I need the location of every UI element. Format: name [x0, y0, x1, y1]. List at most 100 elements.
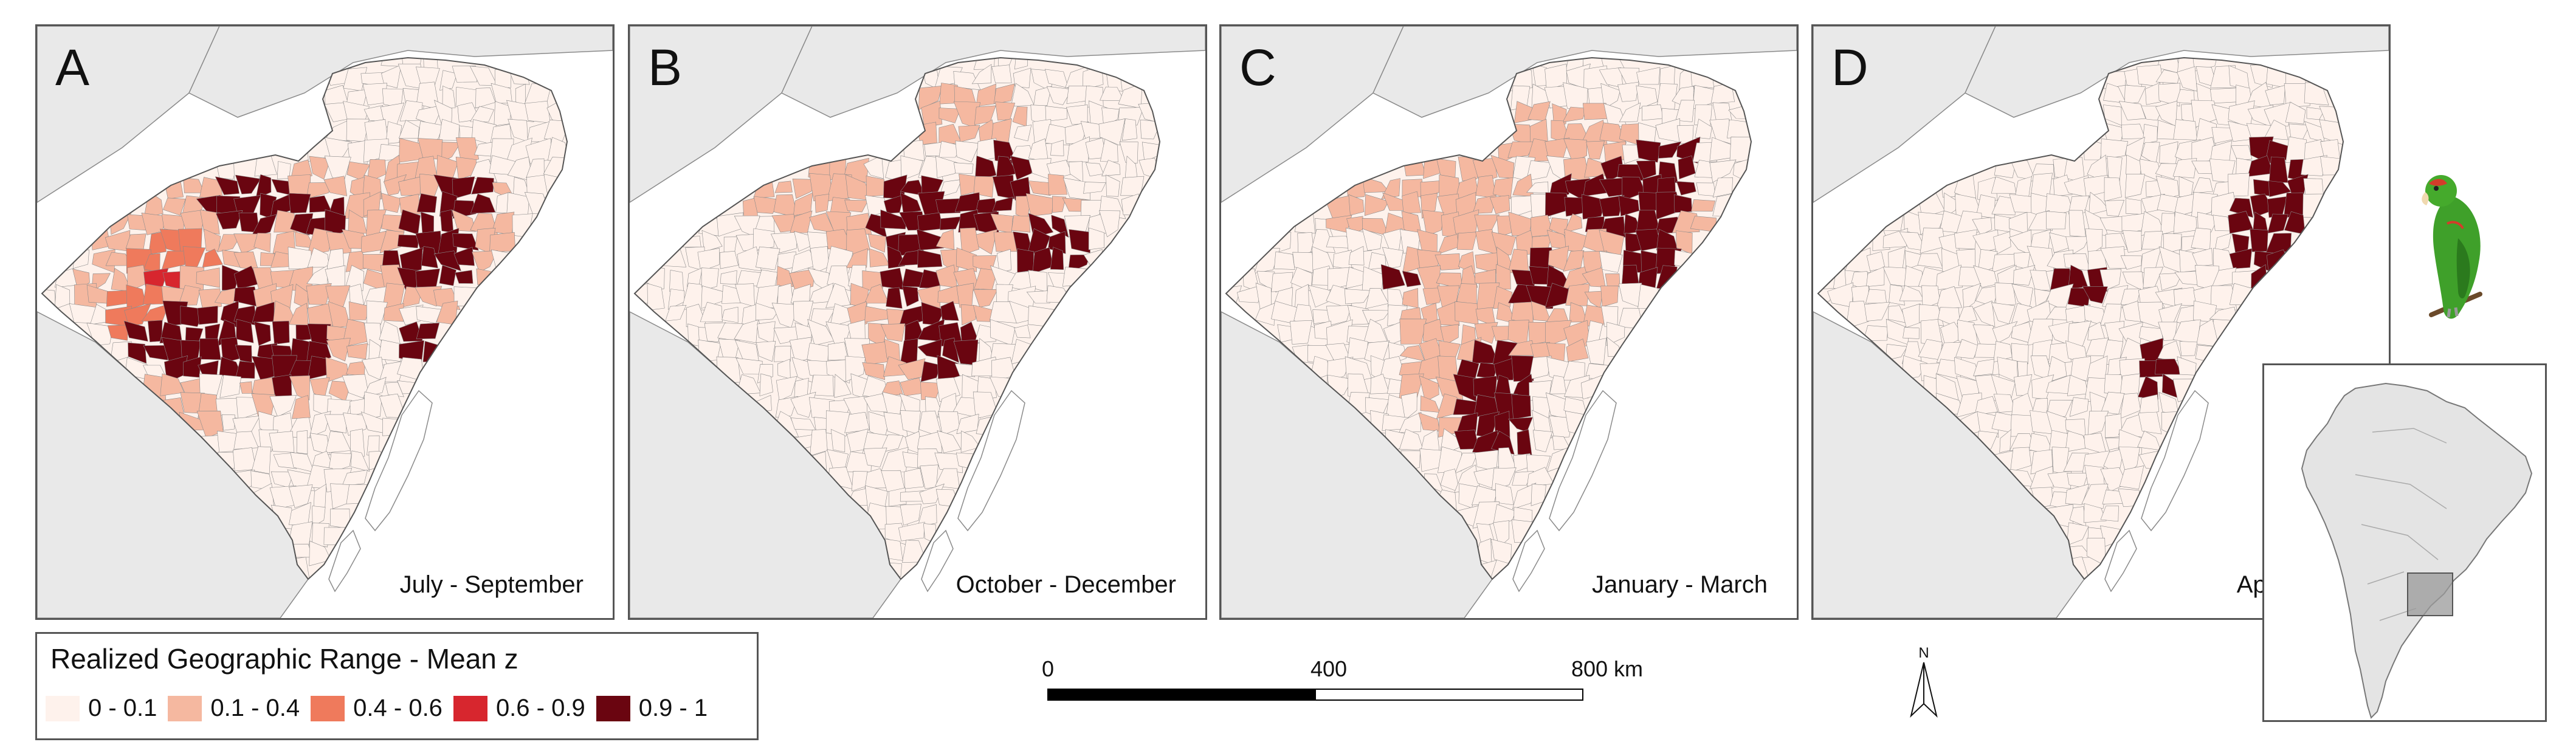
municipality	[2104, 199, 2125, 217]
municipality	[2264, 119, 2288, 140]
municipality	[1052, 196, 1067, 213]
municipality	[439, 70, 458, 91]
municipality	[1605, 273, 1620, 287]
municipality	[1119, 141, 1138, 164]
inset-locator-map	[2262, 363, 2547, 722]
municipality	[1472, 194, 1496, 214]
legend-swatch	[596, 695, 630, 721]
municipality	[1011, 215, 1031, 233]
municipality	[1709, 159, 1737, 183]
municipality	[1994, 283, 2016, 306]
municipality	[1606, 321, 1625, 346]
municipalities	[635, 58, 1160, 579]
north-arrow-icon: N	[1910, 645, 1938, 718]
municipality	[2192, 177, 2213, 194]
municipality	[701, 267, 719, 292]
municipality	[2082, 286, 2108, 304]
municipality	[880, 209, 907, 230]
municipality	[992, 174, 1014, 199]
municipality	[107, 325, 129, 341]
municipality	[470, 159, 498, 182]
municipality	[934, 452, 963, 473]
municipality	[1586, 140, 1605, 160]
municipality	[773, 345, 791, 362]
municipality	[2264, 101, 2292, 128]
municipality	[777, 283, 794, 308]
municipality	[196, 410, 224, 439]
municipality	[2064, 175, 2090, 198]
municipality	[273, 452, 297, 469]
municipality	[202, 249, 223, 268]
neighbor-territory	[188, 26, 613, 118]
municipality	[1014, 58, 1028, 70]
municipality	[1532, 430, 1553, 453]
municipality	[2265, 84, 2285, 106]
municipality	[1992, 321, 2018, 344]
municipality	[1936, 286, 1963, 309]
municipality	[935, 156, 962, 178]
municipality	[292, 395, 311, 419]
scale-tick-label: 400	[1310, 656, 1348, 681]
map-d	[1813, 26, 2389, 618]
municipality	[289, 375, 311, 400]
municipality	[974, 155, 997, 180]
municipality	[647, 283, 665, 311]
municipality	[845, 248, 868, 269]
municipality	[1083, 182, 1106, 194]
municipality	[940, 216, 962, 230]
municipality	[2231, 145, 2253, 161]
municipality	[309, 433, 331, 455]
municipality	[1511, 355, 1534, 382]
municipality	[1636, 67, 1661, 85]
municipality	[1636, 85, 1658, 109]
municipality	[235, 174, 261, 194]
municipality	[1453, 374, 1478, 402]
lagoon	[921, 529, 954, 593]
municipality	[219, 374, 241, 398]
municipality	[2142, 124, 2158, 145]
municipality	[398, 176, 422, 196]
municipality	[776, 376, 797, 402]
municipality	[917, 212, 943, 232]
municipality	[973, 289, 998, 308]
municipality	[1512, 470, 1534, 486]
municipality	[346, 343, 368, 360]
municipality	[917, 430, 942, 453]
municipality	[2285, 101, 2306, 125]
municipality	[1400, 392, 1417, 421]
municipality	[455, 137, 480, 163]
municipality	[183, 356, 202, 378]
municipality	[902, 286, 919, 307]
state-outline	[41, 57, 568, 580]
municipality	[2087, 411, 2109, 436]
municipality	[1696, 182, 1716, 197]
municipality	[2138, 394, 2160, 418]
municipality	[900, 155, 923, 181]
municipality	[1046, 86, 1072, 105]
municipality	[124, 303, 151, 326]
municipality	[441, 142, 461, 163]
municipality	[734, 320, 759, 343]
municipality	[239, 381, 253, 394]
municipality	[1676, 181, 1696, 196]
municipality	[421, 246, 438, 269]
legend-label: 0 - 0.1	[88, 695, 157, 721]
municipality	[453, 247, 475, 266]
municipality	[1991, 253, 2019, 273]
neighbor-territory	[1813, 26, 1996, 203]
municipality	[1864, 301, 1890, 321]
period-label: October - December	[956, 571, 1176, 598]
municipality	[2118, 101, 2146, 120]
municipality	[1691, 199, 1716, 212]
municipality	[196, 267, 220, 288]
lagoon	[365, 390, 433, 532]
municipality	[255, 174, 272, 199]
municipality	[955, 140, 980, 163]
municipality	[1088, 227, 1105, 250]
municipality	[1617, 81, 1639, 102]
municipality	[472, 250, 498, 273]
panel-letter: D	[1831, 39, 1868, 96]
municipality	[2145, 82, 2161, 105]
municipality	[1493, 357, 1517, 380]
municipality	[1098, 119, 1126, 146]
